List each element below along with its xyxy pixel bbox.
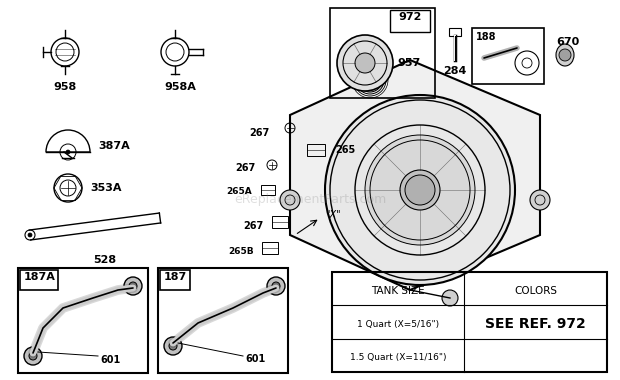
Text: 188: 188 (476, 32, 497, 42)
Bar (18, 268, 148, 373)
Text: COLORS: COLORS (514, 286, 557, 296)
Bar (20, 270, 58, 290)
Circle shape (267, 277, 285, 295)
Circle shape (442, 290, 458, 306)
Circle shape (355, 53, 375, 73)
Bar (330, 8, 435, 98)
Circle shape (360, 70, 380, 90)
Text: 1.5 Quart (X=11/16"): 1.5 Quart (X=11/16") (350, 353, 446, 362)
Circle shape (337, 35, 393, 91)
Bar (332, 272, 607, 372)
Text: 353A: 353A (90, 183, 122, 193)
Text: 958A: 958A (164, 82, 196, 92)
Text: 267: 267 (235, 163, 255, 173)
Circle shape (24, 347, 42, 365)
Text: 267: 267 (250, 128, 270, 138)
Text: 187A: 187A (24, 272, 56, 282)
Circle shape (66, 150, 70, 154)
Ellipse shape (556, 44, 574, 66)
Bar (390, 10, 430, 32)
Text: 601: 601 (245, 354, 265, 364)
Circle shape (400, 170, 440, 210)
Circle shape (559, 49, 571, 61)
Text: 265: 265 (335, 145, 355, 155)
Text: 972: 972 (398, 12, 422, 22)
Text: 670: 670 (556, 37, 580, 47)
Text: 265B: 265B (228, 247, 254, 256)
Text: SEE REF. 972: SEE REF. 972 (485, 317, 586, 331)
Text: 267: 267 (243, 221, 263, 231)
Bar (449, 28, 461, 36)
Circle shape (280, 190, 300, 210)
Bar (272, 216, 288, 228)
Circle shape (365, 75, 375, 85)
Text: eReplacementParts.com: eReplacementParts.com (234, 193, 386, 206)
Circle shape (365, 135, 475, 245)
Circle shape (28, 233, 32, 237)
Text: 601: 601 (100, 355, 120, 365)
Circle shape (530, 190, 550, 210)
Circle shape (164, 337, 182, 355)
Bar (472, 28, 544, 84)
Circle shape (124, 277, 142, 295)
Circle shape (169, 342, 177, 350)
Bar (307, 144, 325, 156)
Circle shape (325, 95, 515, 285)
Text: 284: 284 (443, 66, 467, 76)
Text: "X": "X" (325, 210, 340, 220)
Circle shape (129, 282, 137, 290)
Text: 957: 957 (397, 58, 420, 68)
Text: 1 Quart (X=5/16"): 1 Quart (X=5/16") (357, 320, 439, 328)
Circle shape (272, 282, 280, 290)
Bar (262, 242, 278, 253)
Text: 265A: 265A (226, 187, 252, 196)
Bar (261, 185, 275, 195)
Circle shape (29, 352, 37, 360)
Bar (158, 268, 288, 373)
Bar (160, 270, 190, 290)
Circle shape (405, 175, 435, 205)
Text: 958: 958 (53, 82, 77, 92)
Text: 187: 187 (164, 272, 187, 282)
Text: 528: 528 (94, 255, 117, 265)
Text: TANK SIZE: TANK SIZE (371, 286, 425, 296)
Text: 387A: 387A (98, 141, 130, 151)
Polygon shape (290, 60, 540, 290)
